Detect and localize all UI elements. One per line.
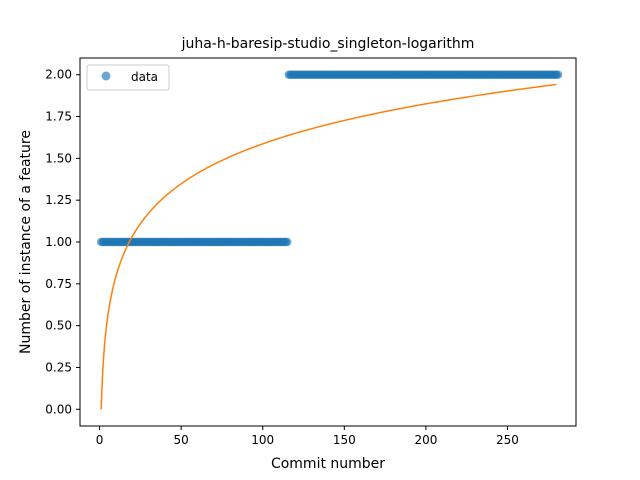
x-tick-label: 100 (251, 433, 274, 447)
y-tick-label: 0.75 (45, 277, 72, 291)
y-tick-label: 0.25 (45, 360, 72, 374)
chart-title: juha-h-baresip-studio_singleton-logarith… (181, 36, 475, 52)
x-axis-label: Commit number (271, 456, 385, 472)
legend-label-data: data (131, 70, 158, 84)
x-tick-label: 250 (496, 433, 519, 447)
y-tick-label: 1.25 (45, 193, 72, 207)
x-tick-label: 150 (333, 433, 356, 447)
data-point (283, 237, 292, 247)
y-tick-label: 1.00 (45, 235, 72, 249)
fit-line (100, 83, 557, 410)
legend-box (86, 64, 170, 91)
y-tick-label: 0.50 (45, 319, 72, 333)
y-axis: 0.00 0.25 0.50 0.75 1.00 1.25 1.50 1.75 2.00 (45, 68, 80, 416)
x-tick-label: 200 (414, 433, 437, 447)
y-tick-label: 1.50 (45, 151, 72, 165)
y-axis-label: Number of instance of a feature (18, 130, 34, 354)
legend-marker-data (101, 71, 111, 81)
x-axis: 0 50 100 150 200 250 (96, 426, 519, 447)
y-tick-label: 2.00 (45, 68, 72, 82)
x-tick-label: 0 (96, 433, 104, 447)
data-point (553, 70, 563, 79)
y-tick-label: 0.00 (45, 402, 72, 416)
y-tick-label: 1.75 (45, 110, 72, 124)
x-tick-label: 50 (174, 433, 189, 447)
plot-area (79, 57, 577, 427)
legend: data (86, 64, 170, 91)
data-layer (97, 70, 563, 410)
